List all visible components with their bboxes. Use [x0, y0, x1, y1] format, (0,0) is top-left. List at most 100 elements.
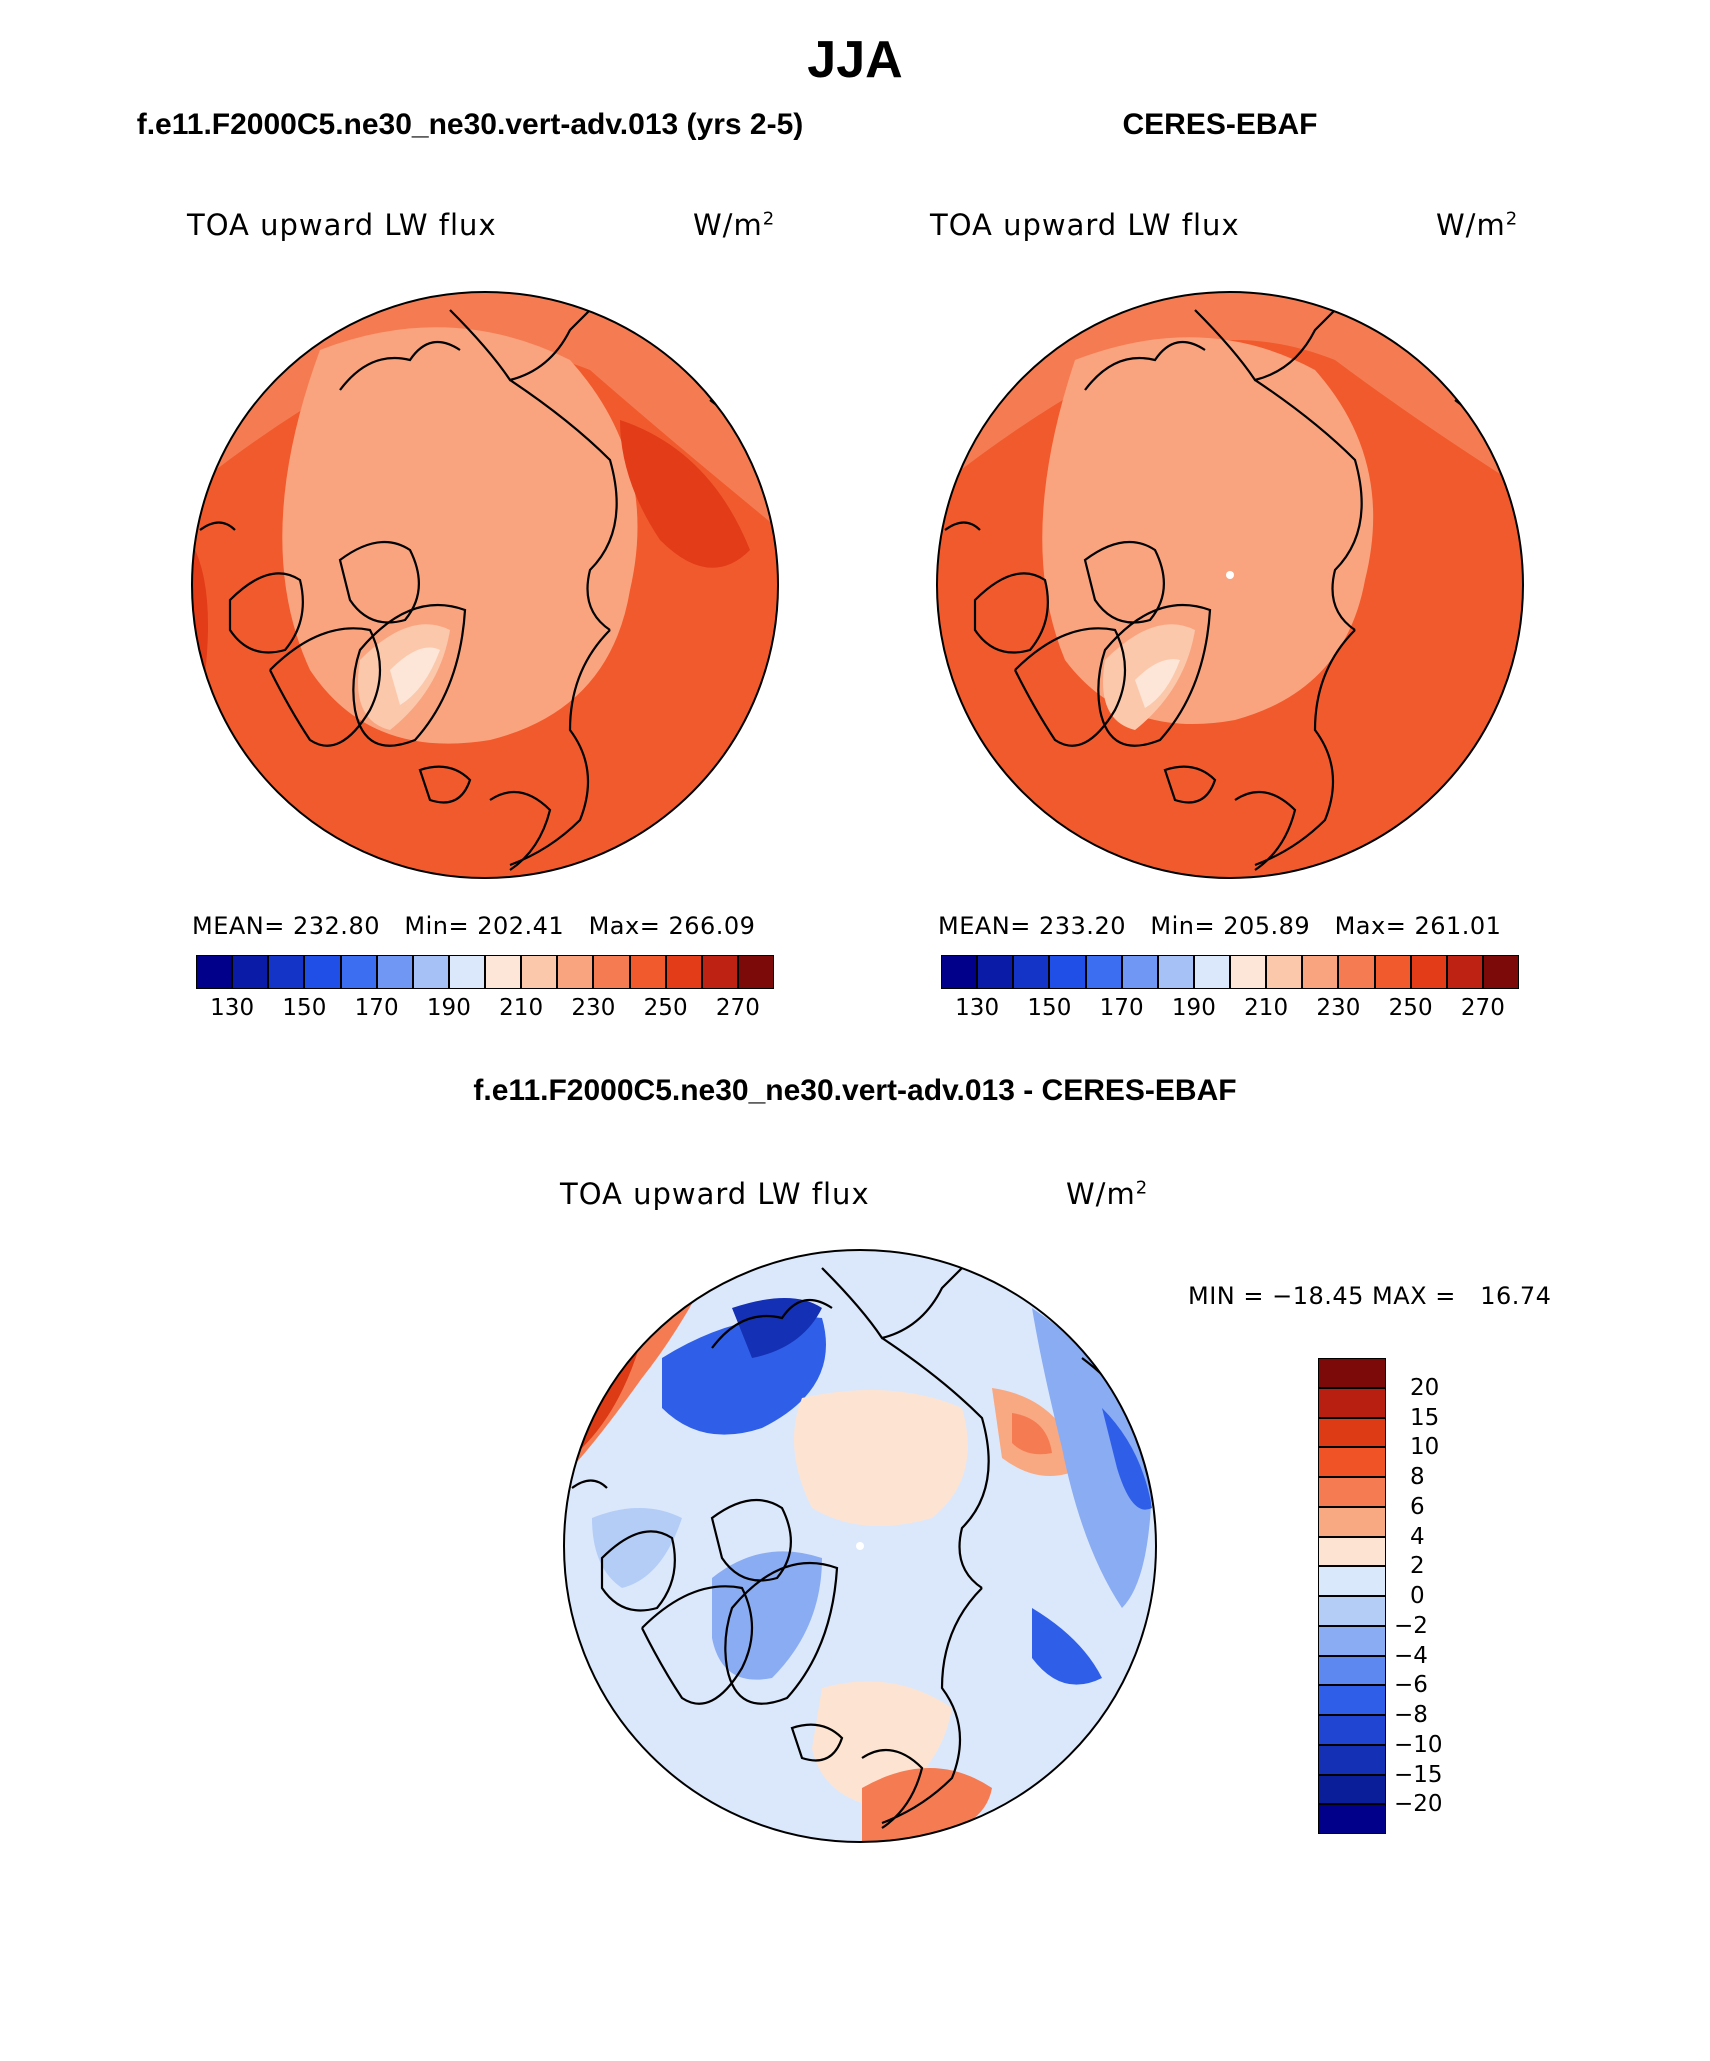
colorbar-tick-label: 130 — [955, 995, 1000, 1021]
map-border — [563, 1249, 1157, 1843]
colorbar-tick-label: −20 — [1394, 1791, 1443, 1818]
colorbar-swatch — [1318, 1447, 1386, 1477]
colorbar-swatch — [1318, 1358, 1386, 1388]
colorbar-swatch — [977, 955, 1014, 989]
map-region-blue-light — [592, 1508, 682, 1588]
colorbar-tick-label: 170 — [354, 995, 399, 1021]
colorbar-swatch — [1157, 955, 1194, 989]
colorbar-tick-label: −2 — [1394, 1612, 1428, 1639]
colorbar-swatch — [1013, 955, 1050, 989]
colorbar-tick-label: 250 — [1388, 995, 1433, 1021]
colorbar-swatch — [1193, 955, 1230, 989]
map-region-arctic — [374, 404, 568, 628]
map-region-blue-east-core — [1102, 1408, 1152, 1510]
colorbar-tick-label: 10 — [1410, 1434, 1440, 1461]
colorbar-swatch — [376, 955, 413, 989]
map-region-red-south-core — [862, 1768, 992, 1842]
colorbar-tick-label: 20 — [1410, 1374, 1440, 1401]
left-units: W/m2 — [693, 208, 776, 242]
left-stats: MEAN= 232.80 Min= 202.41 Max= 266.09 — [192, 912, 756, 940]
diff-variable-name: TOA upward LW flux — [560, 1177, 870, 1211]
colorbar-swatch — [1266, 955, 1303, 989]
colorbar-swatch — [521, 955, 558, 989]
colorbar-swatch — [1318, 1387, 1386, 1418]
left-max-value: 266.09 — [668, 912, 756, 940]
colorbar-tick-label: 15 — [1410, 1404, 1440, 1431]
colorbar-swatch — [1318, 1804, 1386, 1834]
left-min-value: 202.41 — [477, 912, 565, 940]
colorbar-swatch — [1230, 955, 1267, 989]
left-panel-title: f.e11.F2000C5.ne30_ne30.vert-adv.013 (yr… — [136, 108, 804, 141]
colorbar-tick-label: 230 — [571, 995, 616, 1021]
colorbar-tick-label: 6 — [1410, 1493, 1425, 1520]
colorbar-swatch — [737, 955, 774, 989]
colorbar-swatch — [1318, 1506, 1386, 1537]
right-units: W/m2 — [1436, 208, 1519, 242]
colorbar-tick-label: 170 — [1099, 995, 1144, 1021]
map-region-blue-southeast — [1032, 1608, 1102, 1685]
figure-title: JJA — [807, 31, 903, 89]
left-mean-value: 232.80 — [293, 912, 380, 940]
map-region-greenland-core — [390, 647, 440, 705]
left-variable-name: TOA upward LW flux — [187, 208, 497, 242]
colorbar-swatch — [665, 955, 702, 989]
colorbar-tick-label: 190 — [426, 995, 471, 1021]
colorbar-tick-label: 270 — [715, 995, 760, 1021]
colorbar-tick-label: 0 — [1410, 1583, 1425, 1609]
colorbar-swatch — [1318, 1566, 1386, 1596]
colorbar-swatch — [1318, 1596, 1386, 1626]
colorbar-swatch — [1085, 955, 1122, 989]
colorbar-swatch — [1302, 955, 1339, 989]
colorbar-tick-label: 8 — [1410, 1464, 1425, 1490]
colorbar-swatch — [448, 955, 485, 989]
right-mean-value: 233.20 — [1039, 912, 1126, 940]
colorbar-swatch — [1318, 1744, 1386, 1775]
pole-dot — [1226, 571, 1234, 579]
right-min-value: 205.89 — [1223, 912, 1311, 940]
colorbar-tick-label: 150 — [1027, 995, 1072, 1021]
colorbar-swatch — [340, 955, 377, 989]
map-border — [936, 291, 1524, 879]
colorbar-swatch — [304, 955, 341, 989]
right-polar-map — [936, 291, 1524, 879]
diff-minmax: MIN = −18.45 MAX = 16.74 — [1188, 1282, 1552, 1310]
difference-panel-title: f.e11.F2000C5.ne30_ne30.vert-adv.013 - C… — [473, 1074, 1237, 1107]
colorbar-tick-label: 210 — [499, 995, 544, 1021]
right-max-value: 261.01 — [1414, 912, 1502, 940]
right-variable-name: TOA upward LW flux — [930, 208, 1240, 242]
map-region-mid — [937, 292, 1523, 490]
diff-colorbar-ticks: 20 15 10 8 6 4 2 0 −2 −4 −6 −8 −10 −15 −20 — [1394, 1358, 1474, 1834]
right-colorbar — [941, 955, 1519, 989]
colorbar-swatch — [1049, 955, 1086, 989]
colorbar-swatch — [1121, 955, 1158, 989]
colorbar-tick-label: 190 — [1171, 995, 1216, 1021]
colorbar-swatch — [1318, 1774, 1386, 1805]
colorbar-tick-label: 2 — [1410, 1553, 1425, 1580]
colorbar-swatch — [485, 955, 522, 989]
colorbar-swatch — [1446, 955, 1483, 989]
colorbar-swatch — [1318, 1685, 1386, 1715]
left-colorbar — [196, 955, 774, 989]
diff-colorbar — [1318, 1358, 1386, 1834]
pole-dot — [856, 1542, 864, 1550]
map-region-base-east — [1375, 420, 1495, 720]
colorbar-swatch — [941, 955, 978, 989]
colorbar-swatch — [557, 955, 594, 989]
right-colorbar-ticks: 130 150 170 190 210 230 250 270 — [941, 995, 1519, 1025]
colorbar-tick-label: 250 — [643, 995, 688, 1021]
right-panel-title: CERES-EBAF — [1122, 108, 1318, 141]
map-region-greenland-core — [1135, 659, 1180, 708]
map-region-greenland-blue — [712, 1551, 822, 1680]
colorbar-swatch — [1318, 1655, 1386, 1686]
colorbar-swatch — [232, 955, 269, 989]
map-region-light — [1042, 337, 1374, 724]
colorbar-tick-label: −4 — [1394, 1642, 1428, 1669]
coastlines — [944, 292, 1497, 871]
map-border — [191, 291, 779, 879]
left-colorbar-ticks: 130 150 170 190 210 230 250 270 — [196, 995, 774, 1025]
colorbar-swatch — [1318, 1625, 1386, 1656]
difference-polar-map — [563, 1249, 1157, 1843]
colorbar-tick-label: 130 — [210, 995, 255, 1021]
colorbar-swatch — [629, 955, 666, 989]
colorbar-swatch — [1410, 955, 1447, 989]
